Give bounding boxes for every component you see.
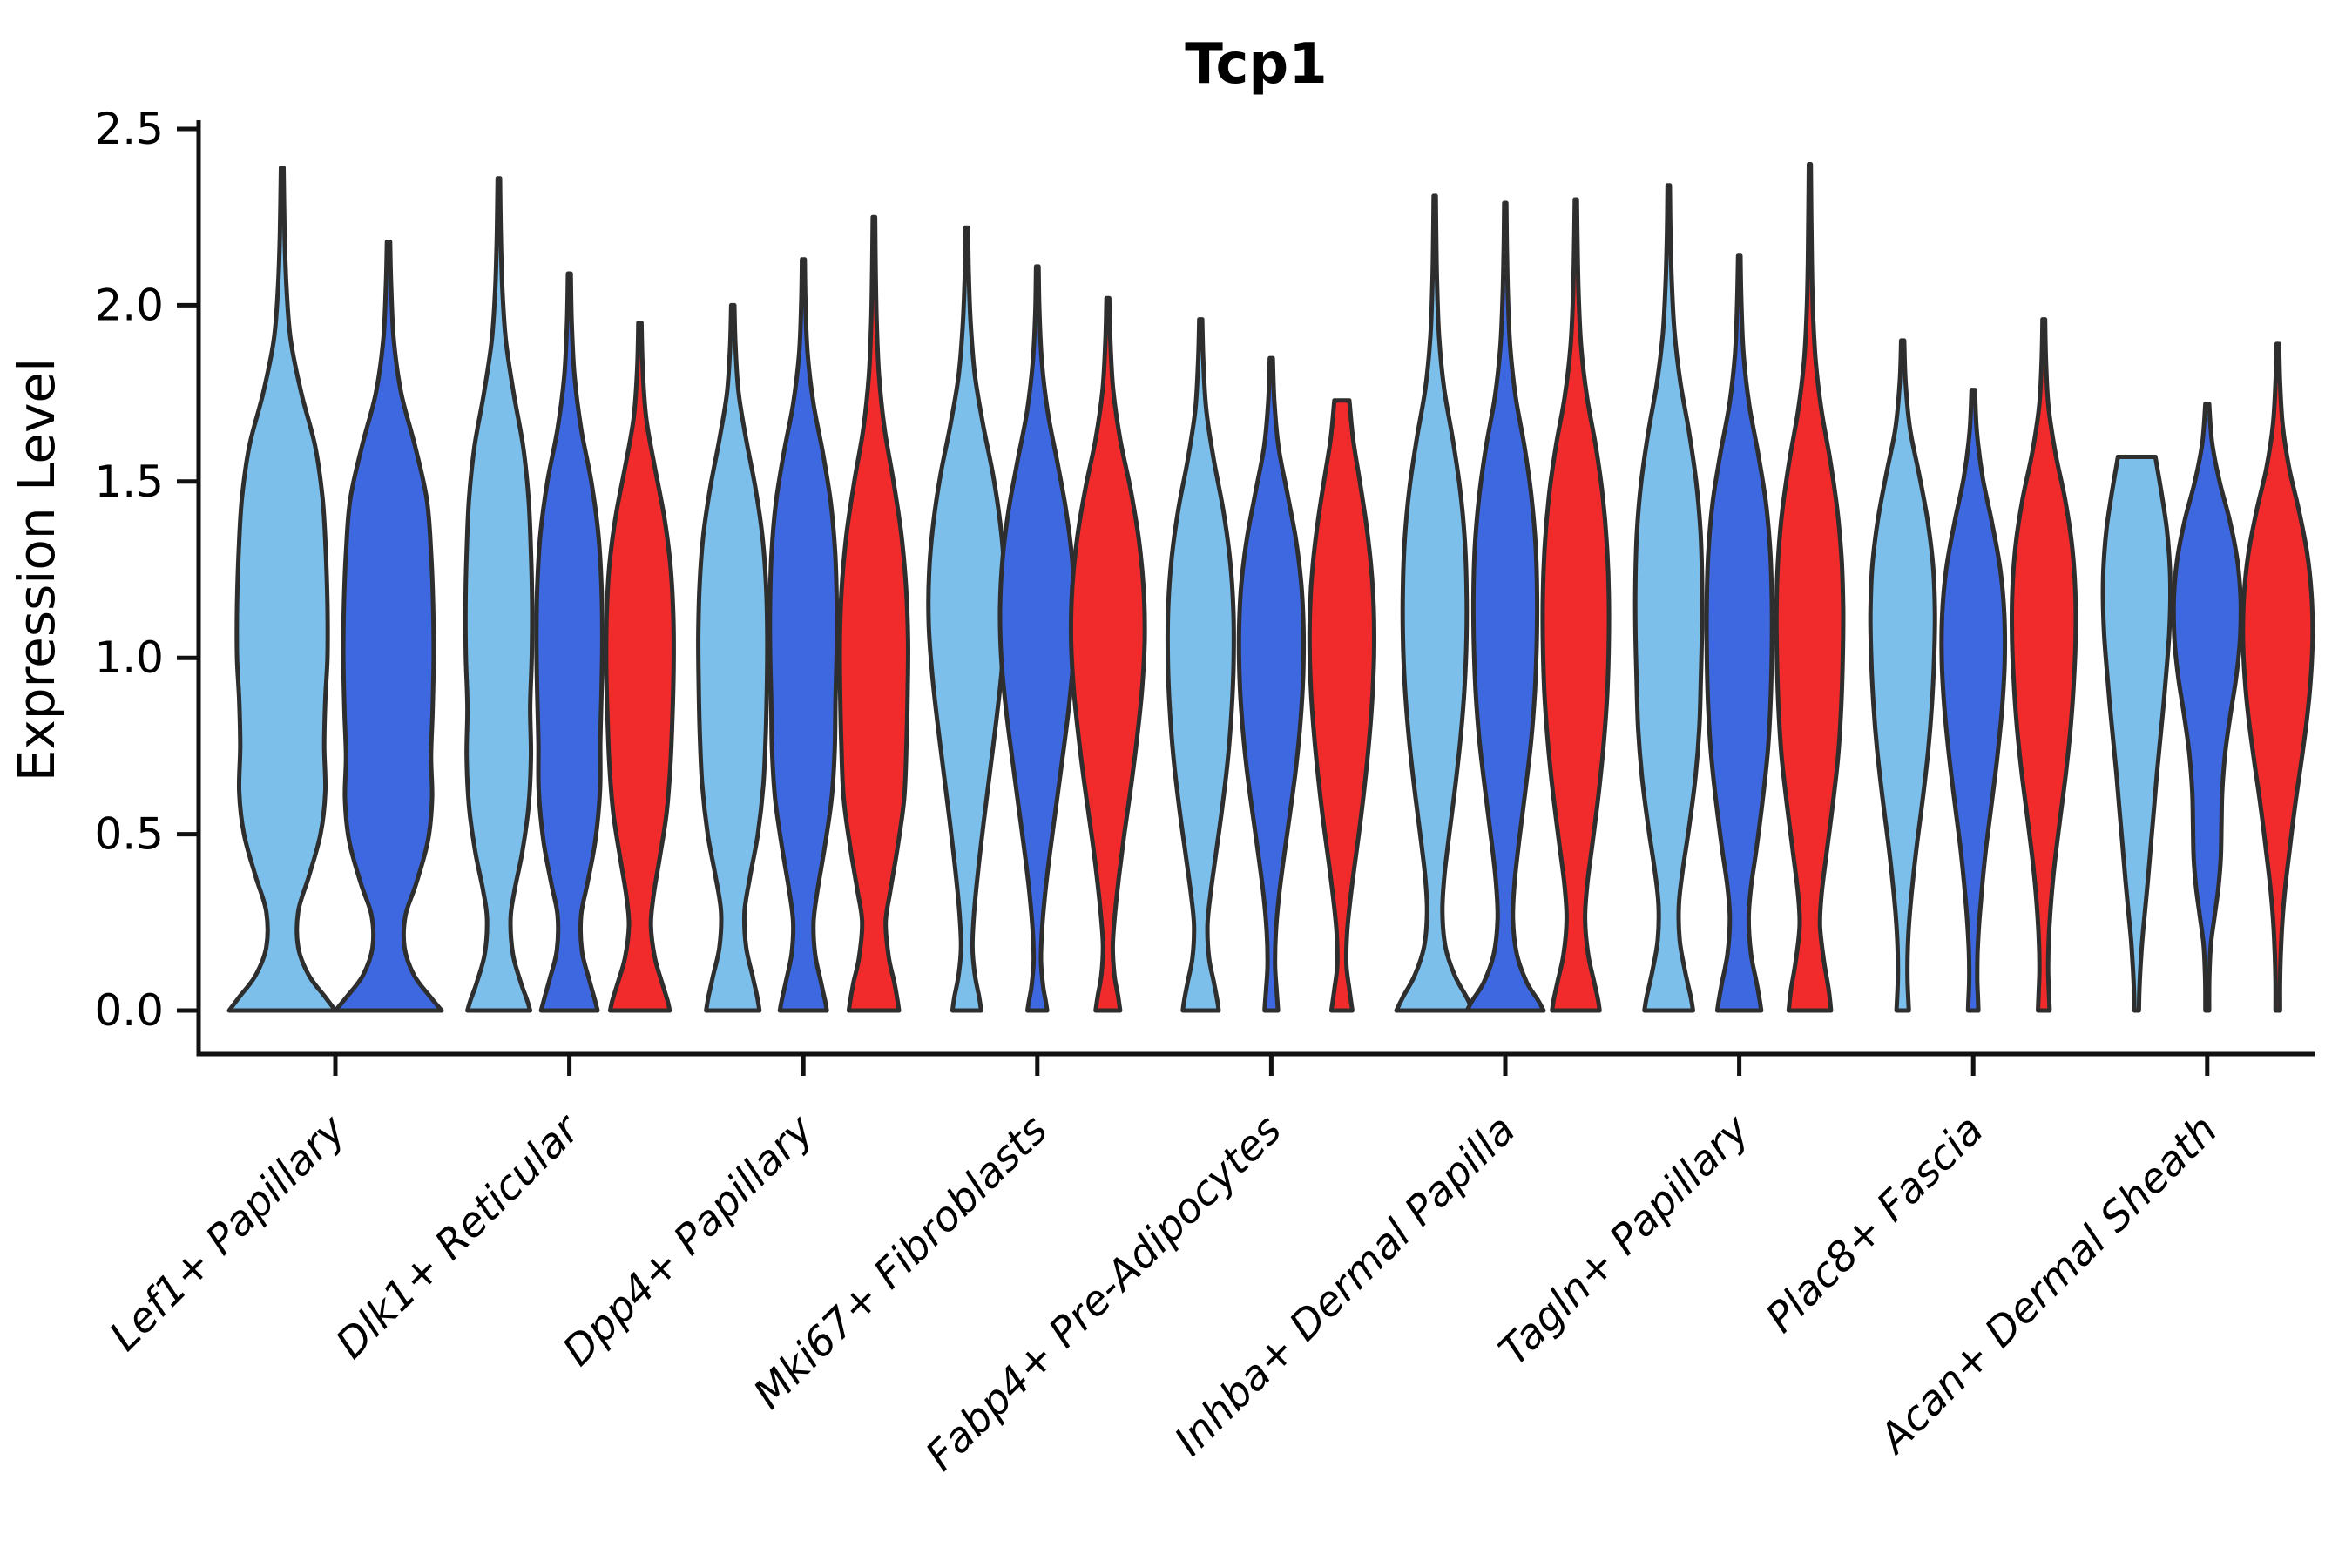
violin-3-royalblue — [997, 264, 1078, 1013]
violin-5-skyblue — [1394, 193, 1476, 1013]
violin-1-skyblue — [463, 176, 535, 1013]
violin-2-skyblue — [696, 302, 770, 1013]
x-tick-label-1: Dlk1+ Reticular — [327, 1105, 591, 1369]
violin-1-royalblue — [534, 271, 605, 1013]
violin-0-royalblue — [333, 240, 444, 1013]
y-tick-label: 0.5 — [94, 809, 164, 860]
violin-2-royalblue — [767, 257, 840, 1013]
violin-6-royalblue — [1704, 253, 1774, 1013]
violin-7-red — [2010, 317, 2078, 1013]
y-axis-label: Expression Level — [7, 358, 66, 781]
violin-1-red — [604, 321, 676, 1013]
violin-3-red — [1068, 295, 1147, 1013]
y-tick-label: 1.0 — [94, 632, 164, 683]
chart-title: Tcp1 — [1185, 32, 1327, 97]
axes-layer — [196, 120, 2315, 1057]
violin-4-red — [1307, 398, 1376, 1013]
violin-3-skyblue — [926, 225, 1008, 1013]
y-tick-label: 0.0 — [94, 985, 164, 1036]
violin-6-skyblue — [1632, 183, 1705, 1013]
violin-7-royalblue — [1939, 388, 2008, 1013]
violin-5-royalblue — [1464, 200, 1546, 1013]
x-tick-label-6: Tagln+ Papillary — [1490, 1105, 1760, 1375]
violin-0-skyblue — [226, 166, 338, 1013]
violin-4-royalblue — [1236, 355, 1307, 1013]
violin-8-skyblue — [2100, 455, 2173, 1013]
x-tick-label-7: Plac8+ Fascia — [1757, 1106, 1993, 1342]
y-tick-label: 1.5 — [94, 456, 164, 507]
y-tick-labels: 0.0 0.5 1.0 1.5 2.0 2.5 — [94, 104, 199, 1036]
y-tick-label: 2.0 — [94, 280, 164, 330]
violin-5-red — [1540, 197, 1612, 1013]
violin-8-red — [2240, 341, 2315, 1013]
x-tick-label-2: Dpp4+ Papillary — [554, 1105, 824, 1375]
x-tick-label-0: Lef1+ Papillary — [100, 1105, 355, 1361]
violin-6-red — [1774, 162, 1846, 1013]
violin-7-skyblue — [1868, 338, 1937, 1013]
violin-4-skyblue — [1165, 317, 1236, 1013]
violin-8-royalblue — [2171, 402, 2243, 1013]
axis-spines — [196, 120, 2315, 1057]
violins-layer — [226, 162, 2315, 1013]
y-tick-label: 2.5 — [94, 104, 164, 154]
violin-2-red — [837, 214, 910, 1013]
